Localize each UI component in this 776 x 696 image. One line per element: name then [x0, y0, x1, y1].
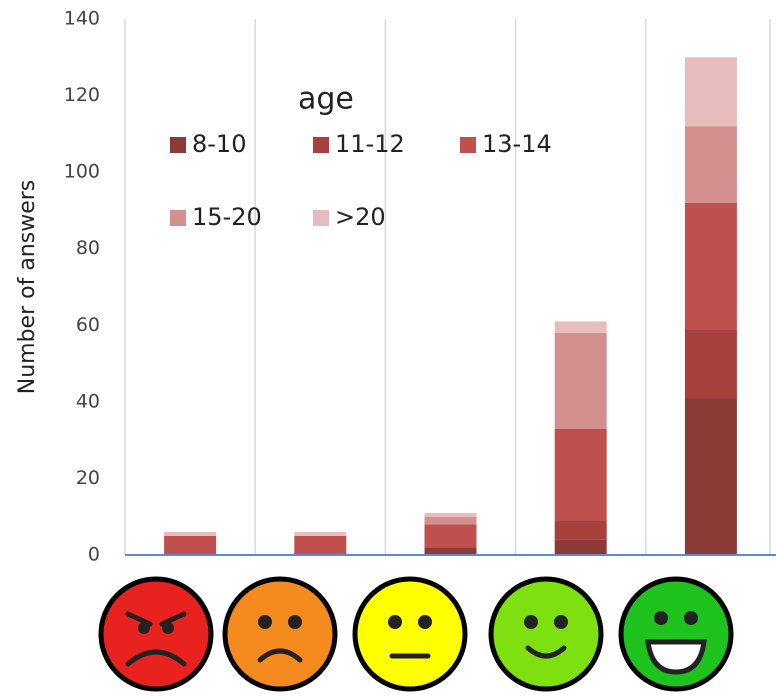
- legend-swatch: [313, 137, 329, 153]
- bar-segment: [684, 398, 737, 555]
- legend-swatch: [170, 137, 186, 153]
- y-tick-label: 20: [76, 467, 100, 489]
- legend-label: 11-12: [335, 130, 405, 158]
- legend-label: >20: [335, 203, 386, 231]
- bar-segment: [424, 512, 477, 517]
- y-tick-label: 60: [76, 314, 100, 336]
- bar-segment: [554, 539, 607, 555]
- bar-segment: [164, 532, 217, 536]
- legend-swatch: [170, 210, 186, 226]
- bar-segment: [554, 428, 607, 521]
- y-tick-label: 40: [76, 390, 100, 412]
- legend-label: 8-10: [192, 130, 246, 158]
- bar-segment: [684, 329, 737, 399]
- emoji-neutral: [352, 576, 468, 692]
- emoji-sad: [222, 576, 338, 692]
- bar-segment: [684, 202, 737, 330]
- bar-segment: [554, 321, 607, 333]
- legend-label: 13-14: [482, 130, 552, 158]
- legend-swatch: [460, 137, 476, 153]
- bar-segment: [554, 520, 607, 540]
- legend-swatch: [313, 210, 329, 226]
- bar-segment: [164, 535, 217, 555]
- emoji-happy: [618, 576, 734, 692]
- bar-segment: [294, 532, 347, 536]
- legend-label: 15-20: [192, 203, 262, 231]
- bar-segment: [424, 516, 477, 525]
- bar-segment: [294, 535, 347, 555]
- bar-segment: [554, 332, 607, 429]
- y-tick-label: 100: [64, 161, 100, 183]
- y-tick-label: 140: [64, 8, 100, 30]
- emoji-angry: [98, 576, 214, 692]
- bar-segment: [424, 547, 477, 555]
- y-axis-label: Number of answers: [15, 180, 40, 395]
- bar-segment: [684, 126, 737, 203]
- bar-segment: [684, 57, 737, 127]
- emoji-smile: [488, 576, 604, 692]
- bar-segment: [424, 524, 477, 548]
- y-tick-label: 120: [64, 84, 100, 106]
- y-tick-label: 0: [88, 544, 100, 566]
- legend-title: age: [298, 82, 354, 117]
- y-tick-label: 80: [76, 237, 100, 259]
